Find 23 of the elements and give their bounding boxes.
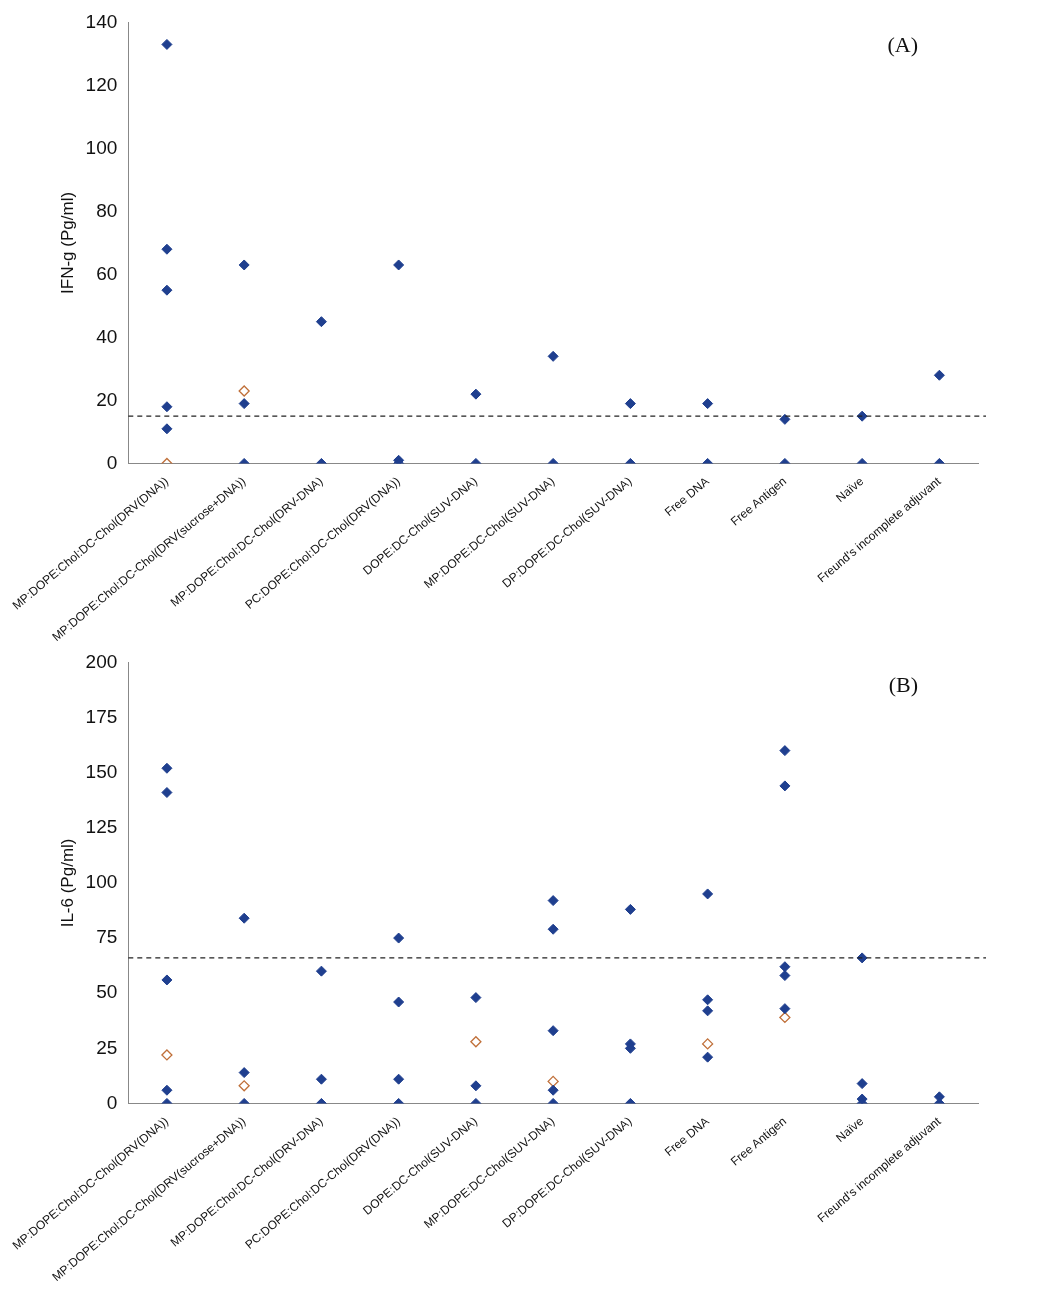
y-tick-label: 80 <box>96 199 118 221</box>
y-tick-label: 100 <box>85 871 118 893</box>
y-tick-label: 140 <box>85 10 118 32</box>
y-tick-label: 50 <box>96 981 118 1003</box>
y-tick-label: 150 <box>85 760 118 782</box>
y-axis-title: IL-6 (Pg/ml) <box>58 838 78 928</box>
y-tick-label: 25 <box>96 1036 118 1058</box>
y-tick-label: 0 <box>106 451 118 473</box>
y-tick-label: 125 <box>85 816 118 838</box>
y-tick-label: 60 <box>96 262 118 284</box>
y-tick-label: 175 <box>85 705 118 727</box>
y-tick-label: 40 <box>96 325 118 347</box>
y-tick-label: 75 <box>96 926 118 948</box>
y-tick-label: 200 <box>85 650 118 672</box>
y-tick-label: 20 <box>96 388 118 410</box>
annotation: (A) <box>887 32 918 58</box>
x-tick-label: Free DNA <box>661 1114 712 1160</box>
annotation: (B) <box>888 672 918 698</box>
y-tick-label: 120 <box>85 73 118 95</box>
y-axis-title: IFN-g (Pg/ml) <box>58 191 78 294</box>
y-tick-label: 100 <box>85 136 118 158</box>
y-tick-label: 0 <box>106 1091 118 1113</box>
x-tick-label: Free DNA <box>661 474 712 520</box>
